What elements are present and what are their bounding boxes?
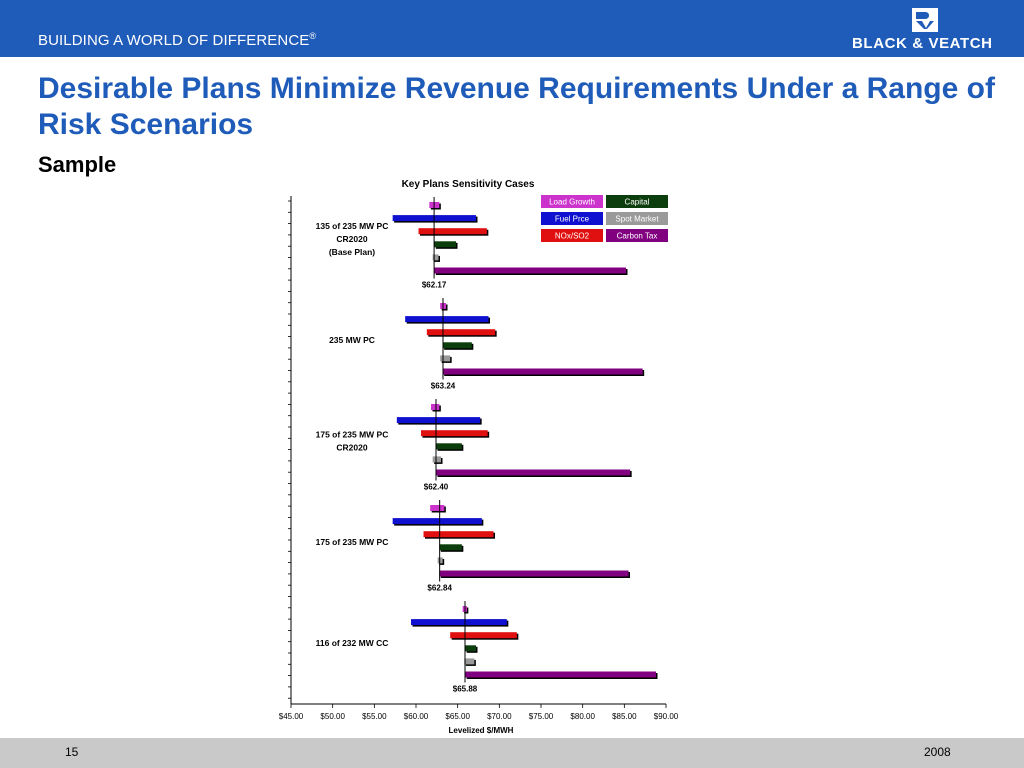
x-tick-label: $85.00 bbox=[612, 712, 637, 721]
tagline: BUILDING A WORLD OF DIFFERENCE® bbox=[38, 31, 317, 49]
legend-swatch bbox=[606, 229, 668, 242]
plan-label: (Base Plan) bbox=[329, 247, 375, 257]
x-tick-label: $60.00 bbox=[404, 712, 429, 721]
base-case-label: $62.40 bbox=[424, 483, 449, 492]
sensitivity-bar bbox=[418, 228, 487, 235]
header-bar: BUILDING A WORLD OF DIFFERENCE® BLACK & … bbox=[0, 0, 1024, 57]
plan-label: 135 of 235 MW PC bbox=[316, 221, 389, 231]
sensitivity-bar bbox=[392, 518, 482, 525]
legend-label: Spot Market bbox=[615, 215, 659, 224]
legend-label: Load Growth bbox=[549, 198, 595, 207]
logo-mark-icon bbox=[912, 8, 938, 32]
plan-label: 175 of 235 MW PC bbox=[316, 537, 389, 547]
page-number: 15 bbox=[65, 745, 79, 759]
sensitivity-bar bbox=[440, 355, 451, 362]
sensitivity-bar bbox=[465, 645, 476, 652]
slide-subtitle: Sample bbox=[38, 152, 117, 177]
logo-text: BLACK & VEATCH bbox=[852, 35, 993, 52]
legend-swatch bbox=[606, 195, 668, 208]
plan-label: CR2020 bbox=[336, 443, 367, 453]
sensitivity-bar bbox=[405, 316, 489, 323]
plan-label: 235 MW PC bbox=[329, 335, 375, 345]
sensitivity-bar bbox=[442, 368, 643, 375]
base-case-label: $62.17 bbox=[422, 281, 447, 290]
sensitivity-bar bbox=[436, 469, 631, 476]
base-case-label: $65.88 bbox=[453, 685, 478, 694]
sensitivity-bar bbox=[434, 267, 626, 274]
sensitivity-chart: $45.00 $50.00 $55.00 $60.00 $65.00 $70.00 $75.… bbox=[279, 195, 679, 721]
base-case-label: $63.24 bbox=[431, 382, 456, 391]
x-tick-label: $50.00 bbox=[320, 712, 345, 721]
base-case-label: $62.84 bbox=[427, 584, 452, 593]
sensitivity-bar bbox=[465, 671, 656, 678]
sensitivity-bar bbox=[434, 241, 456, 248]
plan-label: 116 of 232 MW CC bbox=[316, 638, 389, 648]
x-tick-label: $90.00 bbox=[654, 712, 679, 721]
company-logo: BLACK & VEATCH bbox=[852, 6, 1002, 54]
plan-label: CR2020 bbox=[336, 234, 367, 244]
x-tick-label: $80.00 bbox=[570, 712, 595, 721]
x-tick-label: $45.00 bbox=[279, 712, 304, 721]
legend-swatch bbox=[541, 195, 603, 208]
sensitivity-bar bbox=[432, 456, 441, 463]
sensitivity-bar bbox=[439, 544, 462, 551]
sensitivity-bar bbox=[432, 254, 439, 261]
sensitivity-bar bbox=[423, 531, 494, 538]
legend-label: Capital bbox=[625, 198, 650, 207]
legend-label: Fuel Prce bbox=[555, 215, 590, 224]
x-tick-label: $70.00 bbox=[487, 712, 512, 721]
sensitivity-bar bbox=[430, 505, 445, 511]
legend-swatch bbox=[541, 229, 603, 242]
legend-label: NOx/SO2 bbox=[555, 232, 590, 241]
x-tick-label: $55.00 bbox=[362, 712, 387, 721]
sensitivity-bar bbox=[450, 632, 517, 639]
sensitivity-bar bbox=[396, 417, 481, 424]
footer-year: 2008 bbox=[924, 745, 951, 759]
sensitivity-bar bbox=[464, 658, 475, 665]
x-tick-label: $75.00 bbox=[529, 712, 554, 721]
footer-bar bbox=[0, 738, 1024, 768]
legend-swatch bbox=[541, 212, 603, 225]
chart-title: Key Plans Sensitivity Cases bbox=[401, 179, 535, 190]
legend-swatch bbox=[606, 212, 668, 225]
sensitivity-bar bbox=[436, 443, 462, 450]
x-tick-label: $65.00 bbox=[445, 712, 470, 721]
sensitivity-bar bbox=[431, 404, 440, 410]
legend-label: Carbon Tax bbox=[617, 232, 658, 241]
x-axis-label: Levelized $/MWH bbox=[448, 726, 514, 735]
plan-label: 175 of 235 MW PC bbox=[316, 430, 389, 440]
sensitivity-bar bbox=[411, 619, 507, 626]
sensitivity-bar bbox=[421, 430, 488, 437]
sensitivity-bar bbox=[442, 342, 472, 349]
slide-title: Desirable Plans Minimize Revenue Require… bbox=[38, 72, 995, 141]
sensitivity-bar bbox=[426, 329, 496, 336]
sensitivity-bar bbox=[439, 570, 629, 577]
